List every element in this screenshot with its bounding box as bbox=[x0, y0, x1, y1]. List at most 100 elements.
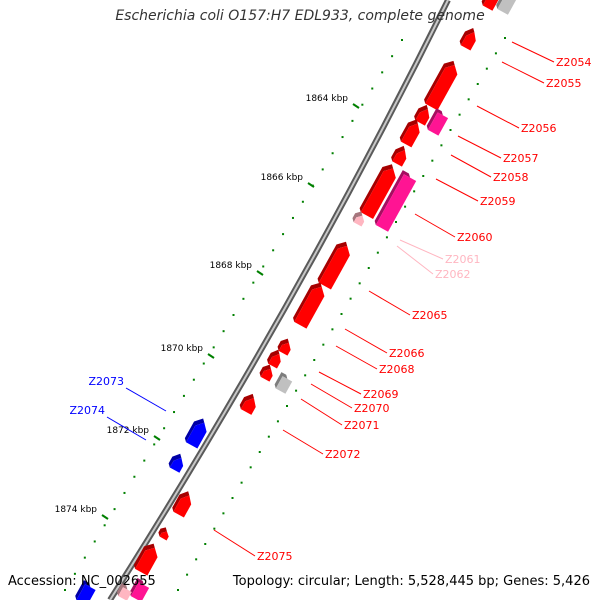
gene-feature[interactable] bbox=[74, 580, 97, 600]
tick-label: 1874 kbp bbox=[55, 505, 98, 515]
tick-label: 1866 kbp bbox=[261, 173, 304, 183]
gene-label[interactable]: Z2065 bbox=[412, 309, 448, 322]
gene-feature[interactable] bbox=[132, 540, 162, 576]
gene-label[interactable]: Z2075 bbox=[257, 550, 293, 563]
gene-features bbox=[74, 0, 518, 600]
gene-label[interactable]: Z2057 bbox=[503, 152, 539, 165]
track-dot bbox=[240, 481, 243, 484]
label-leader-line bbox=[344, 328, 388, 354]
track-dot bbox=[286, 405, 288, 407]
gene-feature[interactable] bbox=[116, 583, 134, 600]
track-dot bbox=[113, 508, 116, 511]
track-dot bbox=[331, 328, 334, 331]
track-dot bbox=[103, 524, 106, 527]
track-dot bbox=[249, 466, 252, 469]
gene-label[interactable]: Z2072 bbox=[325, 448, 361, 461]
gene-feature[interactable] bbox=[128, 578, 150, 600]
gene-feature[interactable] bbox=[458, 25, 480, 51]
label-leader-line bbox=[457, 135, 502, 159]
track-dot bbox=[431, 159, 434, 162]
gene-feature[interactable] bbox=[480, 0, 500, 11]
track-dot bbox=[422, 175, 425, 177]
track-dot bbox=[322, 343, 325, 346]
gene-feature[interactable] bbox=[423, 58, 463, 111]
gene-feature[interactable] bbox=[171, 488, 196, 518]
track-dot bbox=[272, 249, 275, 252]
gene-label[interactable]: Z2062 bbox=[435, 268, 471, 281]
gene-label[interactable]: Z2058 bbox=[493, 171, 529, 184]
track-dot bbox=[258, 451, 261, 453]
gene-label[interactable]: Z2070 bbox=[354, 402, 390, 415]
tick-label: 1870 kbp bbox=[161, 344, 204, 354]
gene-feature[interactable] bbox=[390, 143, 411, 167]
gene-feature[interactable] bbox=[292, 279, 330, 329]
track-dot bbox=[83, 556, 86, 559]
gene-feature[interactable] bbox=[276, 336, 295, 356]
gene-label[interactable]: Z2068 bbox=[379, 363, 415, 376]
gene-label[interactable]: Z2054 bbox=[556, 56, 592, 69]
label-leader-line bbox=[335, 345, 378, 370]
label-leader-line bbox=[396, 245, 434, 275]
track-dot bbox=[391, 55, 394, 58]
gene-feature[interactable] bbox=[425, 108, 449, 136]
gene-feature[interactable] bbox=[238, 391, 260, 415]
gene-label[interactable]: Z2073 bbox=[88, 375, 124, 388]
track-dot bbox=[404, 205, 407, 208]
track-dot bbox=[367, 267, 370, 269]
gene-feature[interactable] bbox=[183, 415, 211, 449]
track-dot bbox=[301, 200, 304, 203]
track-dot bbox=[504, 37, 506, 39]
map-title: Escherichia coli O157:H7 EDL933, complet… bbox=[115, 8, 485, 24]
track-dot bbox=[195, 558, 198, 561]
gene-label[interactable]: Z2055 bbox=[546, 77, 582, 90]
label-leader-line bbox=[310, 383, 353, 409]
tick-label: 1868 kbp bbox=[210, 261, 253, 271]
track-dot bbox=[133, 475, 136, 478]
tick-marks: 1864 kbp 1866 kbp 1868 kbp 1870 kbp 1872 kbp… bbox=[55, 94, 360, 520]
track-dot bbox=[212, 346, 215, 349]
gene-feature[interactable] bbox=[358, 161, 401, 220]
gene-label[interactable]: Z2074 bbox=[69, 404, 105, 417]
label-leaders bbox=[106, 41, 555, 557]
gene-label[interactable]: Z2071 bbox=[344, 419, 380, 432]
track-dot bbox=[313, 359, 316, 361]
track-dot bbox=[449, 129, 452, 131]
gene-label[interactable]: Z2056 bbox=[521, 122, 557, 135]
gene-feature[interactable] bbox=[413, 102, 434, 126]
gene-feature[interactable] bbox=[273, 372, 293, 394]
track-dot bbox=[340, 313, 343, 315]
track-dot bbox=[73, 572, 76, 575]
gene-label[interactable]: Z2059 bbox=[480, 195, 516, 208]
track-dot bbox=[476, 83, 479, 85]
label-leader-line bbox=[476, 105, 520, 129]
gene-label[interactable]: Z2060 bbox=[457, 231, 493, 244]
track-dot bbox=[192, 378, 195, 381]
track-dot bbox=[385, 236, 388, 239]
gene-label[interactable]: Z2066 bbox=[389, 347, 425, 360]
tick-mark bbox=[207, 353, 215, 359]
track-dot bbox=[153, 443, 156, 446]
label-leader-line bbox=[125, 387, 167, 412]
gene-feature[interactable] bbox=[373, 170, 417, 232]
gene-feature[interactable] bbox=[495, 0, 518, 15]
gene-label[interactable]: Z2069 bbox=[363, 388, 399, 401]
genome-backbone bbox=[107, 0, 451, 600]
track-dot bbox=[222, 330, 225, 333]
track-dot bbox=[321, 168, 324, 171]
track-dot bbox=[291, 216, 294, 219]
track-dot bbox=[202, 362, 205, 365]
track-dot bbox=[213, 527, 216, 530]
gene-feature[interactable] bbox=[157, 525, 172, 541]
label-leader-line bbox=[435, 178, 479, 202]
track-dot bbox=[485, 67, 488, 70]
accession-text: Accession: NC_002655 bbox=[8, 574, 156, 589]
gene-feature[interactable] bbox=[167, 451, 187, 473]
gene-feature[interactable] bbox=[316, 238, 355, 290]
gene-feature[interactable] bbox=[266, 347, 286, 369]
gene-feature[interactable] bbox=[258, 362, 277, 382]
gene-label[interactable]: Z2061 bbox=[445, 253, 481, 266]
track-dot bbox=[242, 297, 245, 300]
gene-feature[interactable] bbox=[398, 117, 424, 148]
gene-feature[interactable] bbox=[351, 209, 368, 227]
track-dot bbox=[295, 389, 298, 392]
